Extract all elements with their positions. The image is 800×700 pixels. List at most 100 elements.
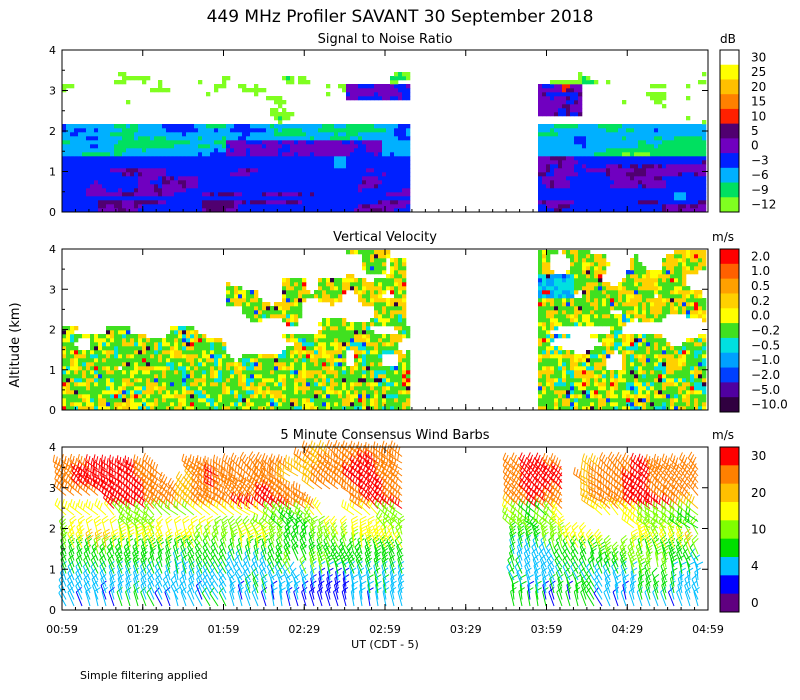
velocity-cell [622, 398, 627, 403]
snr-cell [654, 188, 659, 193]
snr-cell [598, 148, 603, 153]
snr-cell [226, 164, 231, 169]
snr-cell [578, 160, 583, 165]
snr-cell [334, 196, 339, 201]
snr-cell [350, 132, 355, 137]
velocity-cell [174, 406, 179, 411]
snr-cell [538, 84, 543, 89]
snr-cell [190, 132, 195, 137]
snr-cell [614, 136, 619, 141]
velocity-cell [342, 390, 347, 395]
snr-cell [362, 136, 367, 141]
velocity-cell [154, 402, 159, 407]
snr-cell [366, 188, 371, 193]
snr-cell [286, 156, 291, 161]
velocity-cell [338, 374, 343, 379]
velocity-cell [186, 358, 191, 363]
snr-cell [394, 192, 399, 197]
velocity-cell [226, 378, 231, 383]
snr-cell [558, 148, 563, 153]
snr-cell [538, 200, 543, 205]
velocity-cell [70, 374, 75, 379]
velocity-cell [702, 374, 707, 379]
snr-cell [558, 96, 563, 101]
snr-cell [338, 172, 343, 177]
snr-cell [546, 148, 551, 153]
snr-cell [210, 128, 215, 133]
snr-cell [114, 188, 119, 193]
velocity-cell [558, 366, 563, 371]
velocity-cell [370, 386, 375, 391]
snr-cell [402, 188, 407, 193]
velocity-cell [254, 378, 259, 383]
snr-cell [274, 188, 279, 193]
velocity-cell [662, 378, 667, 383]
velocity-cell [398, 374, 403, 379]
snr-cell [406, 84, 411, 89]
snr-cell [194, 200, 199, 205]
snr-cell [318, 192, 323, 197]
velocity-cell [666, 394, 671, 399]
snr-cell [650, 160, 655, 165]
velocity-cell [326, 374, 331, 379]
velocity-cell [86, 354, 91, 359]
snr-cell [66, 144, 71, 149]
snr-cell [154, 188, 159, 193]
snr-cell [542, 88, 547, 93]
snr-cell [134, 164, 139, 169]
snr-cell [202, 208, 207, 213]
snr-cell [654, 184, 659, 189]
velocity-cell [682, 358, 687, 363]
snr-cell [114, 136, 119, 141]
snr-cell [86, 168, 91, 173]
snr-cell [354, 172, 359, 177]
snr-heatmap [62, 72, 707, 213]
snr-cell [90, 152, 95, 157]
snr-cell [202, 184, 207, 189]
velocity-cell [190, 394, 195, 399]
snr-cell [390, 140, 395, 145]
snr-cell [606, 184, 611, 189]
snr-cell [234, 168, 239, 173]
velocity-cell [610, 406, 615, 411]
snr-cell [282, 116, 287, 121]
snr-cell [106, 180, 111, 185]
snr-cell [358, 200, 363, 205]
velocity-cell [294, 394, 299, 399]
snr-cell [294, 160, 299, 165]
velocity-cell [630, 390, 635, 395]
snr-cell [606, 188, 611, 193]
snr-cell [134, 196, 139, 201]
snr-cell [686, 184, 691, 189]
snr-cell [274, 156, 279, 161]
snr-cell [302, 136, 307, 141]
snr-cell [178, 208, 183, 213]
snr-cell [634, 148, 639, 153]
snr-cell [106, 156, 111, 161]
snr-cell [222, 184, 227, 189]
snr-cell [362, 92, 367, 97]
snr-cell [406, 184, 411, 189]
snr-cell [162, 184, 167, 189]
snr-cell [114, 140, 119, 145]
velocity-cell [682, 406, 687, 411]
snr-cell [310, 124, 315, 129]
velocity-cell [598, 374, 603, 379]
snr-cell [570, 204, 575, 209]
snr-cell [294, 164, 299, 169]
snr-cell [586, 180, 591, 185]
velocity-cell [154, 366, 159, 371]
velocity-cell [570, 374, 575, 379]
snr-cell [102, 128, 107, 133]
snr-cell [638, 192, 643, 197]
velocity-cell [622, 354, 627, 359]
snr-cell [254, 160, 259, 165]
velocity-cell [654, 382, 659, 387]
velocity-cell [194, 374, 199, 379]
velocity-cell [298, 386, 303, 391]
velocity-cell [702, 402, 707, 407]
snr-cell [174, 188, 179, 193]
velocity-cell [214, 382, 219, 387]
velocity-cell [318, 370, 323, 375]
velocity-cell [330, 406, 335, 411]
